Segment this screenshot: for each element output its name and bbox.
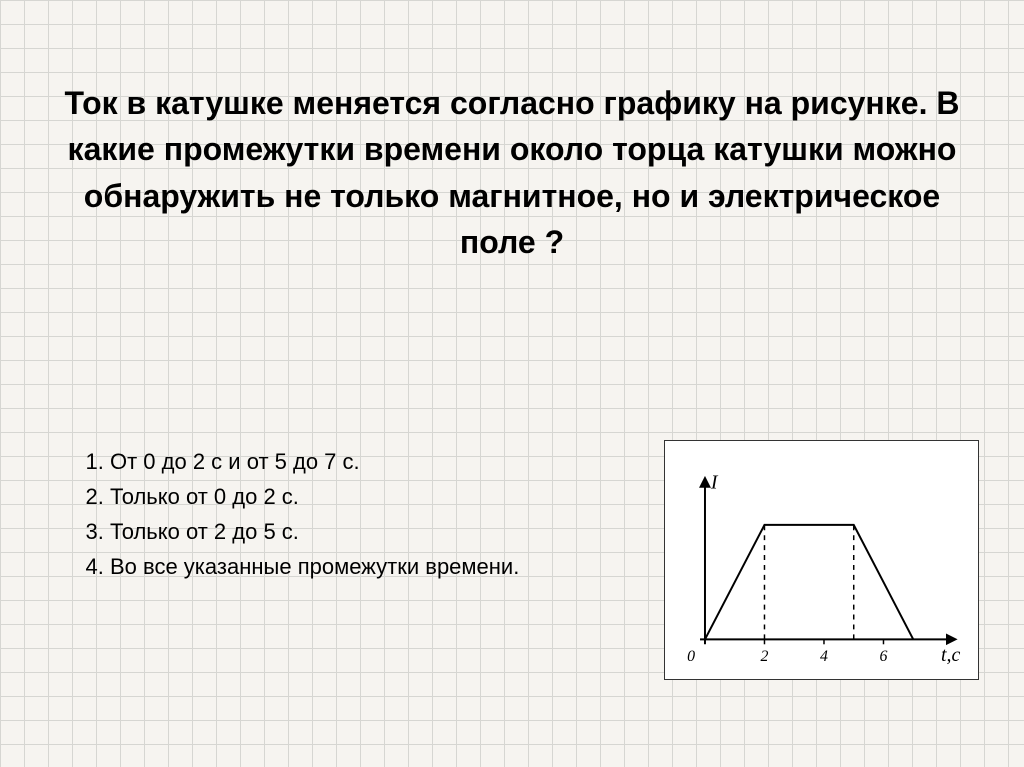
- answer-option-4: Во все указанные промежутки времени.: [110, 550, 600, 583]
- svg-text:I: I: [710, 472, 719, 494]
- svg-text:6: 6: [880, 648, 888, 665]
- svg-text:t,c: t,c: [941, 644, 960, 666]
- answer-option-3: Только от 2 до 5 с.: [110, 515, 600, 548]
- svg-text:2: 2: [761, 648, 769, 665]
- chart-svg: 2 4 6 It,c 0: [665, 441, 978, 679]
- question-text: Ток в катушке меняется согласно графику …: [45, 80, 979, 266]
- svg-text:0: 0: [687, 648, 695, 665]
- answer-option-2: Только от 0 до 2 с.: [110, 480, 600, 513]
- current-vs-time-chart: 2 4 6 It,c 0: [664, 440, 979, 680]
- svg-text:4: 4: [820, 648, 828, 665]
- answer-list: От 0 до 2 с и от 5 до 7 с. Только от 0 д…: [80, 445, 600, 585]
- page-root: Ток в катушке меняется согласно графику …: [0, 0, 1024, 767]
- answer-option-1: От 0 до 2 с и от 5 до 7 с.: [110, 445, 600, 478]
